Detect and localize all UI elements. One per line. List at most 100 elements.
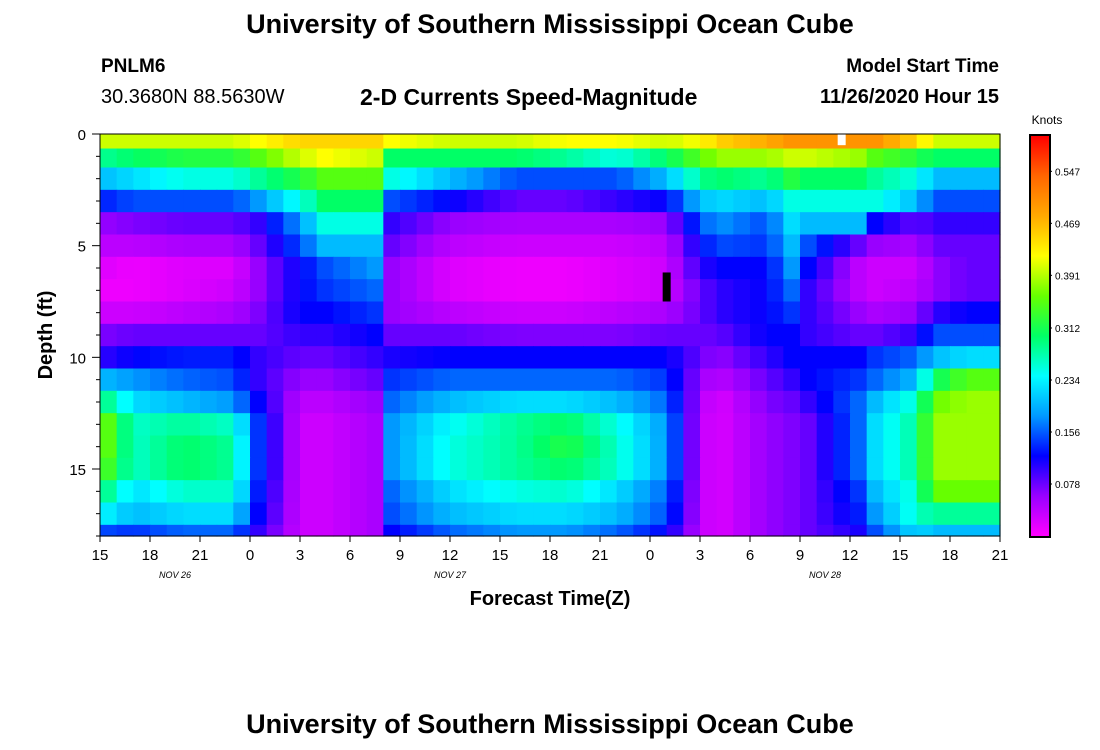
heatmap-cell	[933, 323, 951, 347]
heatmap-cell	[600, 167, 618, 191]
heatmap-cell	[683, 390, 701, 414]
heatmap-cell	[316, 134, 334, 150]
heatmap-cell	[966, 148, 984, 169]
heatmap-cell	[216, 413, 234, 437]
heatmap-cell	[416, 301, 434, 325]
heatmap-cell	[133, 502, 151, 526]
heatmap-cell	[933, 212, 951, 236]
heatmap-cell	[616, 480, 634, 504]
heatmap-cell	[333, 212, 351, 236]
heatmap-cell	[933, 234, 951, 258]
heatmap-cell	[783, 167, 801, 191]
heatmap-cell	[350, 234, 368, 258]
heatmap-cell	[266, 524, 284, 537]
heatmap-cell	[200, 346, 218, 370]
heatmap-cell	[550, 524, 568, 537]
heatmap-cell	[783, 457, 801, 481]
heatmap-cell	[550, 234, 568, 258]
heatmap-cell	[383, 480, 401, 504]
heatmap-cell	[666, 167, 684, 191]
x-axis-label: Forecast Time(Z)	[470, 588, 631, 610]
heatmap-cell	[466, 457, 484, 481]
heatmap-cell	[850, 234, 868, 258]
heatmap-cell	[333, 256, 351, 280]
heatmap-cell	[200, 413, 218, 437]
heatmap-cell	[583, 234, 601, 258]
heatmap-cell	[666, 457, 684, 481]
heatmap-cell	[150, 346, 168, 370]
heatmap-cell	[183, 390, 201, 414]
heatmap-cell	[133, 301, 151, 325]
heatmap-cell	[183, 323, 201, 347]
heatmap-cell	[633, 480, 651, 504]
heatmap-cell	[583, 480, 601, 504]
heatmap-cell	[400, 413, 418, 437]
heatmap-cell	[416, 148, 434, 169]
heatmap-cell	[600, 413, 618, 437]
heatmap-cell	[833, 212, 851, 236]
heatmap-cell	[683, 368, 701, 392]
heatmap-cell	[766, 480, 784, 504]
heatmap-cell	[800, 480, 818, 504]
heatmap-cell	[133, 148, 151, 169]
heatmap-cell	[950, 502, 968, 526]
heatmap-cell	[183, 279, 201, 303]
heatmap-cell	[816, 148, 834, 169]
heatmap-cell	[783, 279, 801, 303]
heatmap-cell	[983, 189, 1001, 213]
colorbar-tick-label: 0.391	[1055, 271, 1080, 282]
heatmap-cell	[350, 167, 368, 191]
heatmap-cell	[566, 435, 584, 459]
heatmap-cell	[866, 279, 884, 303]
heatmap-cell	[266, 346, 284, 370]
heatmap-cell	[250, 346, 268, 370]
heatmap-cell	[850, 346, 868, 370]
heatmap-cell	[500, 524, 518, 537]
heatmap-cell	[683, 413, 701, 437]
heatmap-cell	[733, 435, 751, 459]
heatmap-cell	[916, 279, 934, 303]
heatmap-cell	[866, 457, 884, 481]
heatmap-cell	[300, 148, 318, 169]
heatmap-cell	[100, 368, 118, 392]
heatmap-cell	[550, 256, 568, 280]
heatmap-cell	[333, 390, 351, 414]
heatmap-cell	[366, 148, 384, 169]
heatmap-cells	[100, 134, 1001, 537]
heatmap-cell	[683, 189, 701, 213]
colorbar-tick-label: 0.156	[1055, 428, 1080, 439]
heatmap-cell	[983, 167, 1001, 191]
heatmap-cell	[566, 323, 584, 347]
heatmap-cell	[633, 368, 651, 392]
heatmap-cell	[650, 301, 668, 325]
heatmap-cell	[716, 346, 734, 370]
heatmap-cell	[266, 189, 284, 213]
heatmap-cell	[466, 390, 484, 414]
heatmap-cell	[433, 480, 451, 504]
heatmap-cell	[966, 502, 984, 526]
heatmap-cell	[916, 148, 934, 169]
heatmap-cell	[266, 279, 284, 303]
heatmap-cell	[166, 502, 184, 526]
heatmap-cell	[883, 368, 901, 392]
heatmap-cell	[766, 256, 784, 280]
heatmap-cell	[516, 234, 534, 258]
heatmap-cell	[983, 413, 1001, 437]
heatmap-cell	[416, 368, 434, 392]
heatmap-cell	[716, 323, 734, 347]
heatmap-cell	[200, 368, 218, 392]
y-tick-label: 15	[69, 462, 86, 479]
heatmap-cell	[450, 323, 468, 347]
heatmap-cell	[916, 413, 934, 437]
heatmap-cell	[316, 346, 334, 370]
chart-subtitle: 2-D Currents Speed-Magnitude	[360, 84, 698, 110]
heatmap-cell	[116, 502, 134, 526]
heatmap-cell	[566, 390, 584, 414]
heatmap-cell	[366, 167, 384, 191]
heatmap-cell	[533, 189, 551, 213]
heatmap-cell	[500, 234, 518, 258]
heatmap-cell	[533, 368, 551, 392]
heatmap-cell	[783, 413, 801, 437]
heatmap-cell	[533, 346, 551, 370]
heatmap-cell	[850, 390, 868, 414]
